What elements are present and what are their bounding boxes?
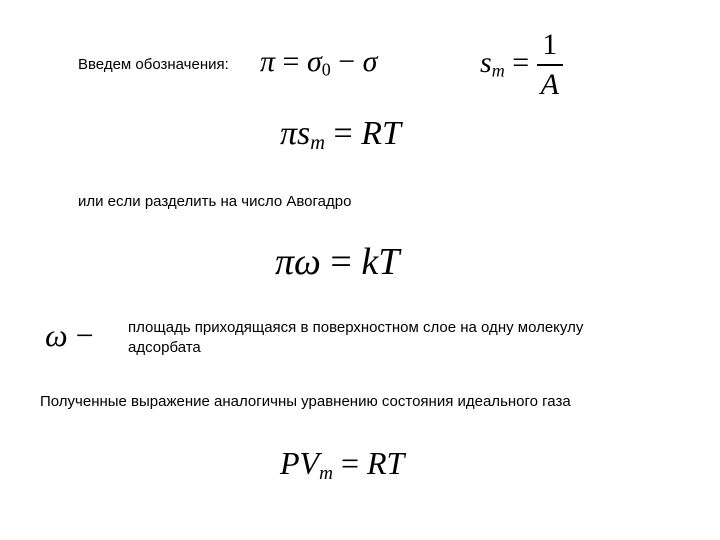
sym-omega: ω (294, 241, 321, 283)
frac-den: A (537, 66, 563, 102)
sym-T: T (387, 445, 405, 481)
dash: − (68, 317, 94, 353)
sym-s: s (480, 46, 492, 79)
equation-sm-definition: sm = 1A (480, 28, 563, 102)
op-eq: = (325, 115, 361, 152)
equation-ideal-gas: PVm = RT (280, 445, 404, 485)
sym-pi: π (275, 241, 294, 283)
op-eq: = (275, 45, 307, 78)
intro-text: Введем обозначения: (78, 55, 229, 75)
fraction: 1A (537, 28, 563, 102)
omega-description: площадь приходящаяся в поверхностном сло… (128, 318, 628, 357)
sym-k: k (361, 241, 378, 283)
divide-text: или если разделить на число Авогадро (78, 192, 351, 212)
sym-V: V (300, 445, 320, 481)
equation-pi-definition: π = σ0 − σ (260, 45, 377, 81)
sym-sigma: σ (363, 45, 378, 78)
sym-R: R (361, 115, 382, 152)
conclusion-text: Полученные выражение аналогичны уравнени… (40, 392, 571, 412)
sub-m: m (492, 60, 505, 80)
sub-m: m (310, 132, 325, 154)
sym-T: T (378, 241, 399, 283)
sub-zero: 0 (322, 60, 331, 80)
sub-m: m (319, 463, 333, 484)
op-minus: − (331, 45, 363, 78)
sym-sigma0: σ (307, 45, 322, 78)
sym-T: T (382, 115, 401, 152)
sym-pi: π (280, 115, 297, 152)
equation-pi-omega-kt: πω = kT (275, 240, 399, 284)
sym-R: R (367, 445, 387, 481)
sym-s: s (297, 115, 310, 152)
op-eq: = (505, 46, 537, 79)
sym-P: P (280, 445, 300, 481)
equation-pi-sm-rt: πsm = RT (280, 115, 401, 155)
sym-pi: π (260, 45, 275, 78)
op-eq: = (321, 241, 361, 283)
op-eq: = (333, 445, 367, 481)
frac-num: 1 (537, 28, 563, 66)
sym-omega: ω (45, 317, 68, 353)
omega-symbol-label: ω − (45, 317, 94, 354)
